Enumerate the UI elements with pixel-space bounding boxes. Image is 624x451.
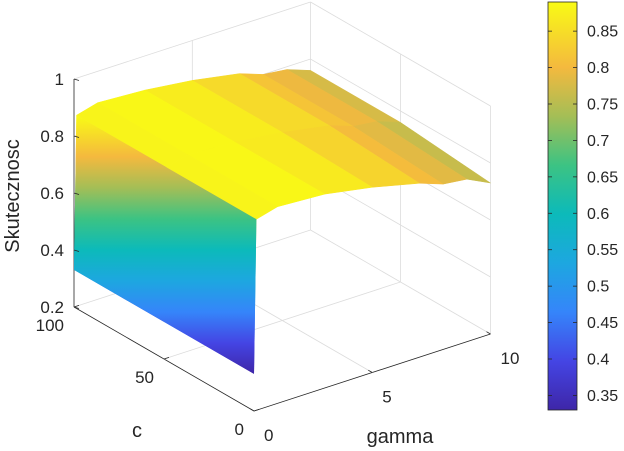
- z-axis-label: Skutecznosc: [2, 139, 24, 252]
- colorbar-tick-label: 0.6: [587, 206, 609, 223]
- x-tick-label: 0: [264, 426, 273, 445]
- z-tick-mark: [73, 135, 80, 138]
- z-tick-mark: [73, 192, 80, 195]
- x-tick-label: 5: [382, 388, 391, 407]
- colorbar: 0.35 0.4 0.45 0.5 0.55 0.6 0.65 0.7 0.75 0.8 0.85: [547, 1, 618, 411]
- x-axis-label: gamma: [367, 426, 435, 448]
- colorbar-tick-label: 0.8: [587, 60, 609, 77]
- y-tick-label: 100: [36, 316, 64, 335]
- z-tick-label: 0.2: [40, 298, 64, 317]
- x-tick-mark: [486, 331, 491, 335]
- z-tick-mark: [73, 249, 80, 252]
- z-tick-label: 0.8: [40, 127, 64, 146]
- y-axis-label: c: [132, 420, 142, 442]
- colorbar-tick-label: 0.75: [587, 97, 618, 114]
- colorbar-tick-label: 0.45: [587, 315, 618, 332]
- x-tick-mark: [249, 408, 255, 412]
- y-tick-mark: [73, 305, 80, 308]
- colorbar-tick-label: 0.4: [587, 352, 609, 369]
- colorbar-tick-label: 0.5: [587, 279, 609, 296]
- colorbar-tick-label: 0.65: [587, 169, 618, 186]
- colorbar-ticks: 0.35 0.4 0.45 0.5 0.55 0.6 0.65 0.7 0.75 0.8 0.85: [548, 24, 618, 405]
- y-tick-mark: [253, 409, 260, 412]
- colorbar-tick-label: 0.55: [587, 242, 618, 259]
- y-tick-label: 0: [235, 420, 244, 439]
- x-tick-mark: [368, 369, 373, 373]
- surface-front-wall: [74, 115, 257, 374]
- z-tick-label: 0.4: [40, 241, 64, 260]
- colorbar-tick-label: 0.85: [587, 24, 618, 41]
- x-tick-label: 10: [501, 349, 520, 368]
- z-tick-mark: [73, 306, 80, 309]
- z-tick-mark: [73, 78, 80, 81]
- y-tick-mark: [163, 357, 170, 360]
- colorbar-gradient: [547, 1, 578, 411]
- surface-plot: [74, 69, 491, 374]
- colorbar-tick-label: 0.7: [587, 133, 609, 150]
- z-tick-label: 0.6: [40, 184, 64, 203]
- colorbar-tick-label: 0.35: [587, 388, 618, 405]
- z-tick-label: 1: [55, 70, 64, 89]
- y-tick-label: 50: [135, 368, 154, 387]
